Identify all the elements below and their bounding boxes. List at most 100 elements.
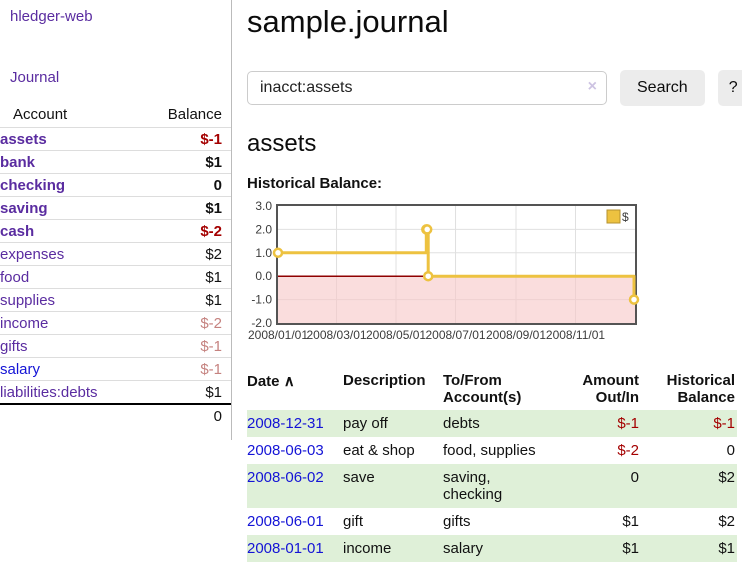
sidebar-item-journal[interactable]: Journal xyxy=(10,69,60,86)
transaction-accounts: debts xyxy=(443,415,480,432)
account-link-expenses[interactable]: expenses xyxy=(0,245,65,263)
historical-balance-chart: 3.0 2.0 1.0 0.0 -1.0 -2.02008/01/012008/03/01… xyxy=(248,199,640,342)
account-balance: $-1 xyxy=(200,360,222,378)
search-input[interactable] xyxy=(247,71,607,105)
svg-text:$: $ xyxy=(622,210,629,224)
transaction-date-link[interactable]: 2008-06-02 xyxy=(247,469,324,486)
transaction-accounts: saving, checking xyxy=(443,469,503,503)
svg-text:2.0: 2.0 xyxy=(255,222,272,236)
svg-text:2008/01/01: 2008/01/01 xyxy=(248,328,308,342)
transaction-date-link[interactable]: 2008-12-31 xyxy=(247,415,324,432)
account-link-salary[interactable]: salary xyxy=(0,360,41,378)
transaction-balance: $1 xyxy=(718,540,735,557)
transaction-balance: 0 xyxy=(726,442,735,459)
page-title: sample.journal xyxy=(247,4,449,39)
svg-text:2008/09/01: 2008/09/01 xyxy=(486,328,546,342)
account-row: food $1 xyxy=(0,265,231,289)
account-link-cash[interactable]: cash xyxy=(0,222,35,240)
transaction-amount: $1 xyxy=(622,513,639,530)
svg-text:2008/03/01: 2008/03/01 xyxy=(306,328,366,342)
register-header-accounts: To/From Account(s) xyxy=(443,372,522,406)
account-row: saving $1 xyxy=(0,196,231,220)
register-row: 2008-12-31 pay off debts $-1 $-1 xyxy=(247,410,737,437)
accounts-table-header: Account Balance xyxy=(0,102,231,128)
accounts-total-row: 0 xyxy=(0,404,231,427)
account-row: supplies $1 xyxy=(0,288,231,312)
main-content: sample.journal × Search ? assets Histori… xyxy=(232,0,742,562)
search-form: × Search ? xyxy=(247,70,742,106)
account-link-assets[interactable]: assets xyxy=(0,130,47,148)
account-link-gifts[interactable]: gifts xyxy=(0,337,28,355)
account-link-saving[interactable]: saving xyxy=(0,199,48,217)
svg-text:2008/07/01: 2008/07/01 xyxy=(425,328,485,342)
account-link-liabilities-debts[interactable]: liabilities:debts xyxy=(0,383,98,401)
account-balance: $1 xyxy=(205,383,222,401)
register-header-date[interactable]: Date ∧ xyxy=(247,373,295,390)
register-header-amount: Amount Out/In xyxy=(582,372,639,406)
account-balance: $-1 xyxy=(200,130,222,148)
svg-text:3.0: 3.0 xyxy=(255,199,272,213)
transaction-amount: $1 xyxy=(622,540,639,557)
account-balance: $1 xyxy=(205,199,222,217)
account-link-supplies[interactable]: supplies xyxy=(0,291,56,309)
transaction-description: income xyxy=(343,540,392,557)
register-table: Date ∧ Description To/From Account(s) Am… xyxy=(247,368,737,562)
sort-ascending-icon: ∧ xyxy=(283,373,295,390)
account-row: salary $-1 xyxy=(0,357,231,381)
chart-container: 3.0 2.0 1.0 0.0 -1.0 -2.0 2008/01/01 2008/03/01… xyxy=(247,199,742,355)
brand-link[interactable]: hledger-web xyxy=(10,8,93,25)
transaction-date-link[interactable]: 2008-01-01 xyxy=(247,540,324,557)
account-row: checking 0 xyxy=(0,173,231,197)
transaction-balance: $2 xyxy=(718,513,735,530)
transaction-accounts: gifts xyxy=(443,513,471,530)
transaction-accounts: food, supplies xyxy=(443,442,536,459)
help-button[interactable]: ? xyxy=(717,70,742,106)
account-balance: $-2 xyxy=(200,314,222,332)
svg-text:2008/05/01: 2008/05/01 xyxy=(366,328,426,342)
transaction-date-link[interactable]: 2008-06-01 xyxy=(247,513,324,530)
search-button[interactable]: Search xyxy=(620,70,705,106)
account-balance: $1 xyxy=(205,268,222,286)
svg-text:2008/11/01: 2008/11/01 xyxy=(546,328,605,342)
account-balance: $-2 xyxy=(200,222,222,240)
transaction-amount: 0 xyxy=(630,469,639,486)
register-row: 2008-06-03 eat & shop food, supplies $-2… xyxy=(247,437,737,464)
register-row: 2008-06-02 save saving, checking 0 $2 xyxy=(247,464,737,508)
account-link-checking[interactable]: checking xyxy=(0,176,66,194)
transaction-date-link[interactable]: 2008-06-03 xyxy=(247,442,324,459)
transaction-description: eat & shop xyxy=(343,442,415,459)
svg-text:0.0: 0.0 xyxy=(255,269,272,283)
transaction-balance: $2 xyxy=(718,469,735,486)
svg-text:-2.0: -2.0 xyxy=(251,316,272,330)
svg-text:-1.0: -1.0 xyxy=(251,293,272,307)
transaction-amount: $-1 xyxy=(617,415,639,432)
accounts-total-value: 0 xyxy=(213,407,222,425)
app-layout: hledger-web Journal Account Balance asse… xyxy=(0,0,742,562)
transaction-description: pay off xyxy=(343,415,388,432)
account-link-income[interactable]: income xyxy=(0,314,49,332)
accounts-header-account: Account xyxy=(13,106,68,123)
sidebar: hledger-web Journal Account Balance asse… xyxy=(0,0,232,440)
account-row: expenses $2 xyxy=(0,242,231,266)
clear-search-icon[interactable]: × xyxy=(587,78,597,95)
account-link-food[interactable]: food xyxy=(0,268,30,286)
transaction-accounts: salary xyxy=(443,540,484,557)
account-balance: $2 xyxy=(205,245,222,263)
accounts-header-balance: Balance xyxy=(167,106,222,123)
register-row: 2008-06-01 gift gifts $1 $2 xyxy=(247,508,737,535)
transaction-amount: $-2 xyxy=(617,442,639,459)
transaction-description: gift xyxy=(343,513,364,530)
account-heading: assets xyxy=(247,130,317,157)
register-row: 2008-01-01 income salary $1 $1 xyxy=(247,535,737,562)
register-header-description: Description xyxy=(343,372,426,389)
account-row: bank $1 xyxy=(0,150,231,174)
account-link-bank[interactable]: bank xyxy=(0,153,36,171)
account-row: income $-2 xyxy=(0,311,231,335)
register-header-row: Date ∧ Description To/From Account(s) Am… xyxy=(247,368,737,410)
account-balance: 0 xyxy=(213,176,222,194)
account-balance: $1 xyxy=(205,291,222,309)
account-row: cash $-2 xyxy=(0,219,231,243)
accounts-table: Account Balance assets $-1 bank $1 check… xyxy=(0,102,231,427)
transaction-balance: $-1 xyxy=(713,415,735,432)
account-balance: $-1 xyxy=(200,337,222,355)
